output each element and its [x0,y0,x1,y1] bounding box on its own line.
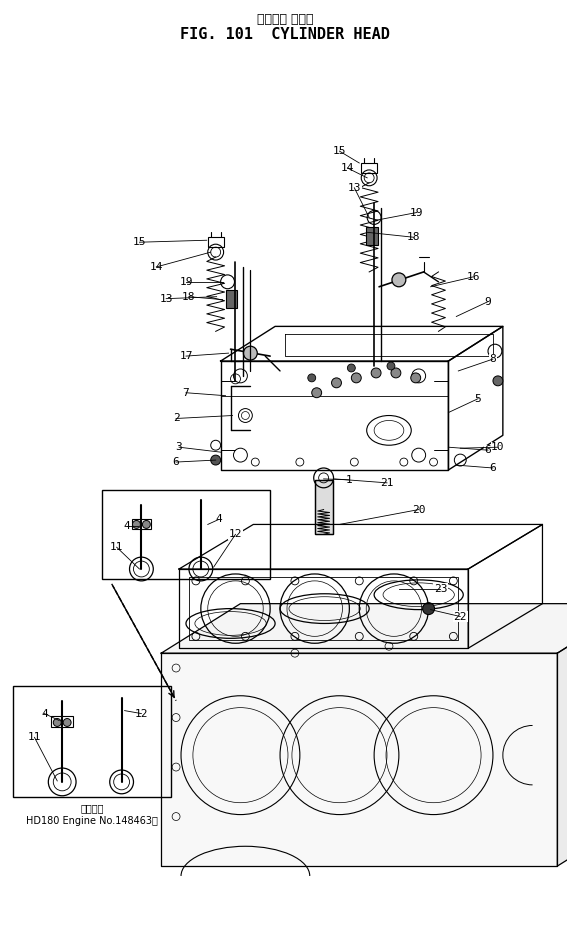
Text: 14: 14 [149,262,163,272]
Text: 18: 18 [182,292,196,302]
Circle shape [132,521,140,528]
Text: 18: 18 [407,232,421,242]
Text: 4: 4 [215,514,222,525]
Circle shape [347,364,355,372]
Text: 9: 9 [484,296,491,307]
Text: 6: 6 [173,457,180,468]
Circle shape [63,718,71,726]
Text: 1: 1 [346,475,353,485]
Text: 4: 4 [41,709,48,719]
Circle shape [387,362,395,370]
Polygon shape [161,604,570,654]
Bar [315,480,332,534]
Circle shape [312,388,321,397]
Circle shape [53,718,61,726]
Text: 11: 11 [28,732,41,742]
Text: 15: 15 [333,146,346,156]
Text: 16: 16 [466,272,480,281]
Text: 13: 13 [160,294,173,304]
Circle shape [142,521,150,528]
Bar [189,577,458,640]
Bar [315,480,332,534]
Text: 6: 6 [484,445,491,455]
Circle shape [351,373,361,382]
Text: 7: 7 [182,388,189,397]
Text: 23: 23 [434,583,447,594]
Circle shape [422,603,434,614]
Circle shape [332,378,341,388]
Text: 3: 3 [176,442,182,453]
Text: 19: 19 [410,208,424,218]
Text: 13: 13 [348,182,361,193]
Text: 8: 8 [490,354,496,364]
Circle shape [211,455,221,465]
Text: HD180 Engine No.148463～: HD180 Engine No.148463～ [26,815,158,826]
Text: 11: 11 [110,542,124,553]
Text: 14: 14 [341,163,354,173]
Text: 20: 20 [412,505,425,514]
Circle shape [371,368,381,378]
Circle shape [392,273,406,287]
Bar [226,290,238,308]
Text: 12: 12 [229,529,242,539]
Text: 2: 2 [173,413,180,424]
Text: 適用号等: 適用号等 [80,804,104,813]
Text: 5: 5 [475,394,482,404]
Text: 15: 15 [133,237,146,247]
Bar [132,520,151,529]
Text: 19: 19 [179,277,193,287]
Circle shape [411,373,421,382]
Circle shape [493,376,503,386]
Polygon shape [161,654,557,866]
Text: 17: 17 [179,352,193,361]
Circle shape [308,374,316,381]
Bar [51,715,73,727]
Text: 12: 12 [135,709,148,719]
Bar [366,227,378,245]
Bar [361,163,377,173]
Text: 21: 21 [380,478,394,488]
Bar [102,490,270,579]
Text: シリンダ ヘッド: シリンダ ヘッド [256,13,314,26]
Text: 10: 10 [491,442,504,453]
Text: 22: 22 [454,611,467,622]
Text: FIG. 101  CYLINDER HEAD: FIG. 101 CYLINDER HEAD [180,27,390,42]
Bar [207,237,223,247]
Circle shape [391,368,401,378]
Circle shape [243,346,257,360]
Polygon shape [557,604,570,866]
Text: 4: 4 [123,522,130,531]
Text: 6: 6 [490,463,496,473]
Bar [13,686,171,797]
